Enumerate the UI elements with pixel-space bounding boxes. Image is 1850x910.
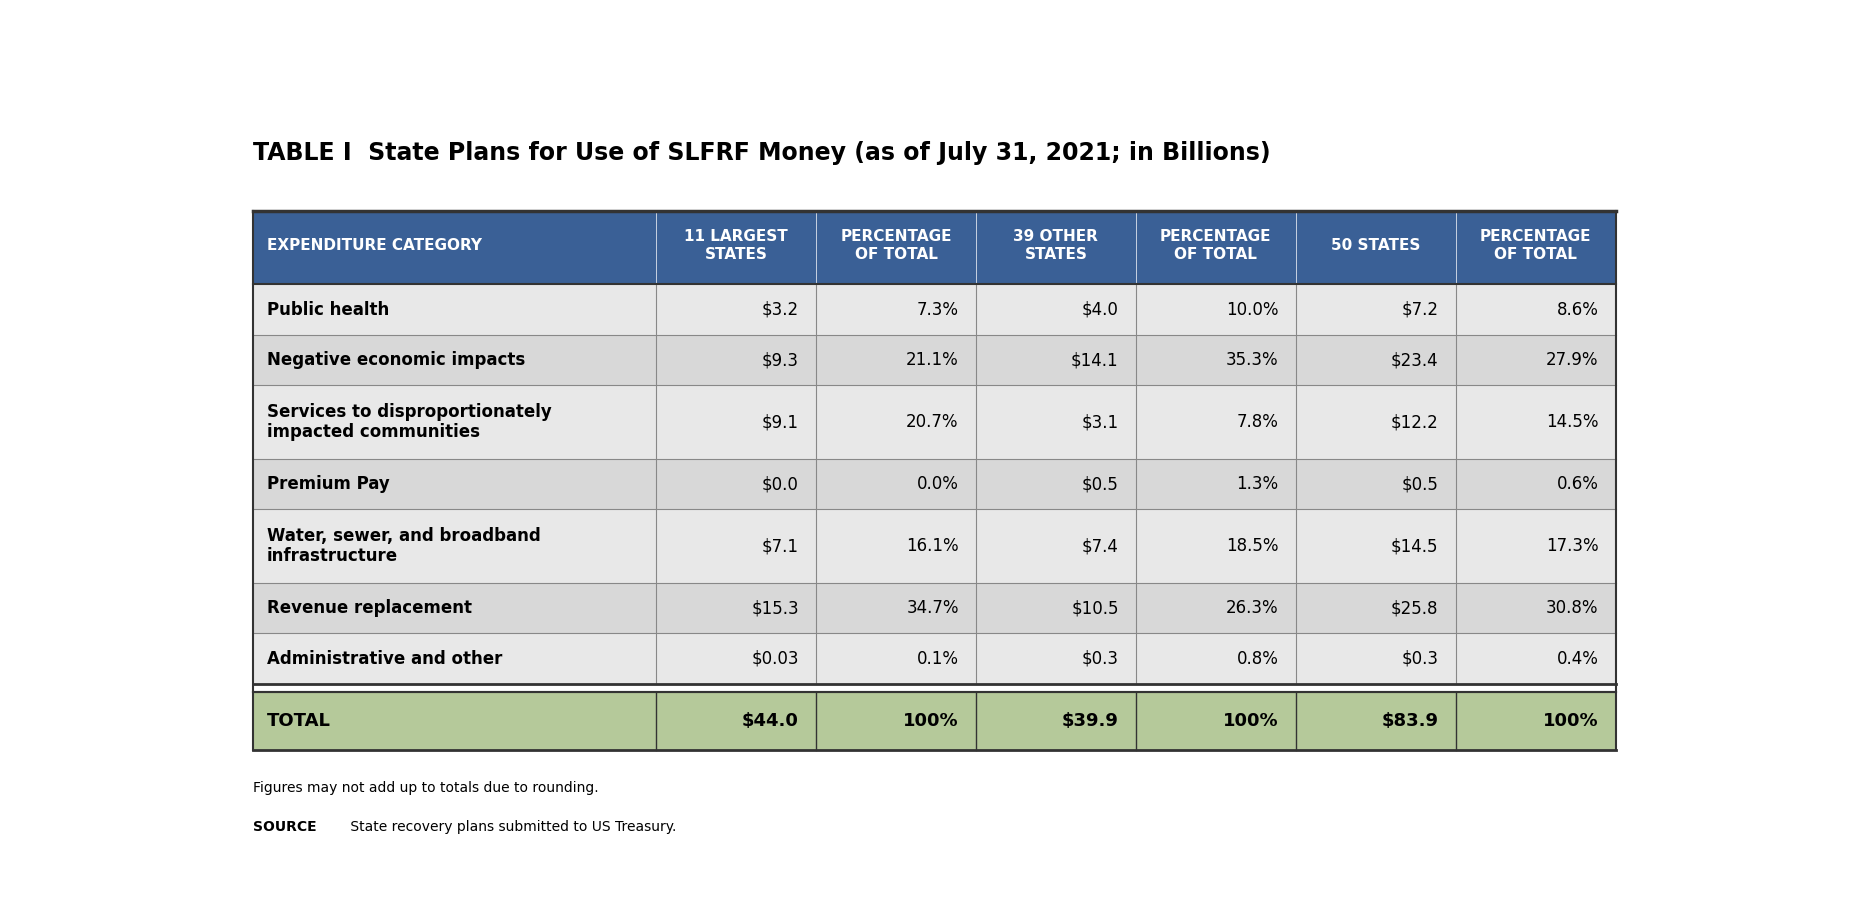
Text: $14.1: $14.1: [1071, 351, 1119, 369]
Bar: [253, 211, 1615, 284]
Text: $12.2: $12.2: [1391, 413, 1439, 431]
Text: $39.9: $39.9: [1062, 712, 1119, 730]
Text: $9.1: $9.1: [762, 413, 799, 431]
Text: $0.0: $0.0: [762, 475, 799, 493]
Text: $10.5: $10.5: [1071, 599, 1119, 617]
Bar: [253, 385, 1615, 459]
Text: 14.5%: 14.5%: [1547, 413, 1598, 431]
Text: $0.5: $0.5: [1082, 475, 1119, 493]
Bar: [253, 633, 1615, 683]
Text: 7.8%: 7.8%: [1238, 413, 1278, 431]
Text: 11 LARGEST
STATES: 11 LARGEST STATES: [684, 229, 788, 262]
Text: Public health: Public health: [266, 300, 388, 318]
Text: $7.2: $7.2: [1402, 300, 1439, 318]
Text: $15.3: $15.3: [751, 599, 799, 617]
Text: Figures may not add up to totals due to rounding.: Figures may not add up to totals due to …: [253, 781, 598, 795]
Text: Water, sewer, and broadband
infrastructure: Water, sewer, and broadband infrastructu…: [266, 527, 540, 565]
Text: TOTAL: TOTAL: [266, 712, 331, 730]
Text: 10.0%: 10.0%: [1227, 300, 1278, 318]
Text: State recovery plans submitted to US Treasury.: State recovery plans submitted to US Tre…: [346, 820, 677, 834]
Text: 7.3%: 7.3%: [918, 300, 958, 318]
Bar: [253, 459, 1615, 510]
Text: PERCENTAGE
OF TOTAL: PERCENTAGE OF TOTAL: [1480, 229, 1591, 262]
Text: $23.4: $23.4: [1391, 351, 1439, 369]
Text: $4.0: $4.0: [1082, 300, 1119, 318]
Bar: [253, 683, 1615, 693]
Text: $7.1: $7.1: [762, 537, 799, 555]
Text: 1.3%: 1.3%: [1236, 475, 1278, 493]
Text: 20.7%: 20.7%: [906, 413, 958, 431]
Text: EXPENDITURE CATEGORY: EXPENDITURE CATEGORY: [266, 238, 483, 253]
Text: 0.0%: 0.0%: [918, 475, 958, 493]
Text: 100%: 100%: [1223, 712, 1278, 730]
Text: $0.5: $0.5: [1402, 475, 1439, 493]
Text: $0.3: $0.3: [1402, 650, 1439, 668]
Text: 26.3%: 26.3%: [1227, 599, 1278, 617]
Text: $7.4: $7.4: [1082, 537, 1119, 555]
Text: PERCENTAGE
OF TOTAL: PERCENTAGE OF TOTAL: [1160, 229, 1271, 262]
Text: $44.0: $44.0: [742, 712, 799, 730]
Text: 0.4%: 0.4%: [1556, 650, 1598, 668]
Bar: [253, 285, 1615, 335]
Text: $3.2: $3.2: [762, 300, 799, 318]
Text: SOURCE: SOURCE: [253, 820, 316, 834]
Bar: [253, 335, 1615, 385]
Text: $9.3: $9.3: [762, 351, 799, 369]
Text: 0.1%: 0.1%: [918, 650, 958, 668]
Text: 8.6%: 8.6%: [1556, 300, 1598, 318]
Text: $0.03: $0.03: [751, 650, 799, 668]
Text: 30.8%: 30.8%: [1547, 599, 1598, 617]
Text: Negative economic impacts: Negative economic impacts: [266, 351, 525, 369]
Bar: [253, 510, 1615, 583]
Text: 0.6%: 0.6%: [1556, 475, 1598, 493]
Text: PERCENTAGE
OF TOTAL: PERCENTAGE OF TOTAL: [840, 229, 951, 262]
Text: Services to disproportionately
impacted communities: Services to disproportionately impacted …: [266, 402, 551, 441]
Text: 35.3%: 35.3%: [1227, 351, 1278, 369]
Bar: [253, 583, 1615, 633]
Text: $83.9: $83.9: [1382, 712, 1439, 730]
Text: 16.1%: 16.1%: [906, 537, 958, 555]
Text: 100%: 100%: [1543, 712, 1598, 730]
Text: $25.8: $25.8: [1391, 599, 1439, 617]
Text: Administrative and other: Administrative and other: [266, 650, 503, 668]
Text: TABLE I  State Plans for Use of SLFRF Money (as of July 31, 2021; in Billions): TABLE I State Plans for Use of SLFRF Mon…: [253, 141, 1271, 165]
Text: 39 OTHER
STATES: 39 OTHER STATES: [1014, 229, 1099, 262]
Text: 50 STATES: 50 STATES: [1332, 238, 1421, 253]
Text: Premium Pay: Premium Pay: [266, 475, 390, 493]
Text: 0.8%: 0.8%: [1238, 650, 1278, 668]
Text: 100%: 100%: [903, 712, 958, 730]
Text: 18.5%: 18.5%: [1227, 537, 1278, 555]
Bar: [253, 693, 1615, 750]
Text: 21.1%: 21.1%: [906, 351, 958, 369]
Text: 27.9%: 27.9%: [1547, 351, 1598, 369]
Text: $14.5: $14.5: [1391, 537, 1439, 555]
Text: Revenue replacement: Revenue replacement: [266, 599, 472, 617]
Text: $0.3: $0.3: [1082, 650, 1119, 668]
Text: $3.1: $3.1: [1082, 413, 1119, 431]
Text: 34.7%: 34.7%: [906, 599, 958, 617]
Text: 17.3%: 17.3%: [1547, 537, 1598, 555]
